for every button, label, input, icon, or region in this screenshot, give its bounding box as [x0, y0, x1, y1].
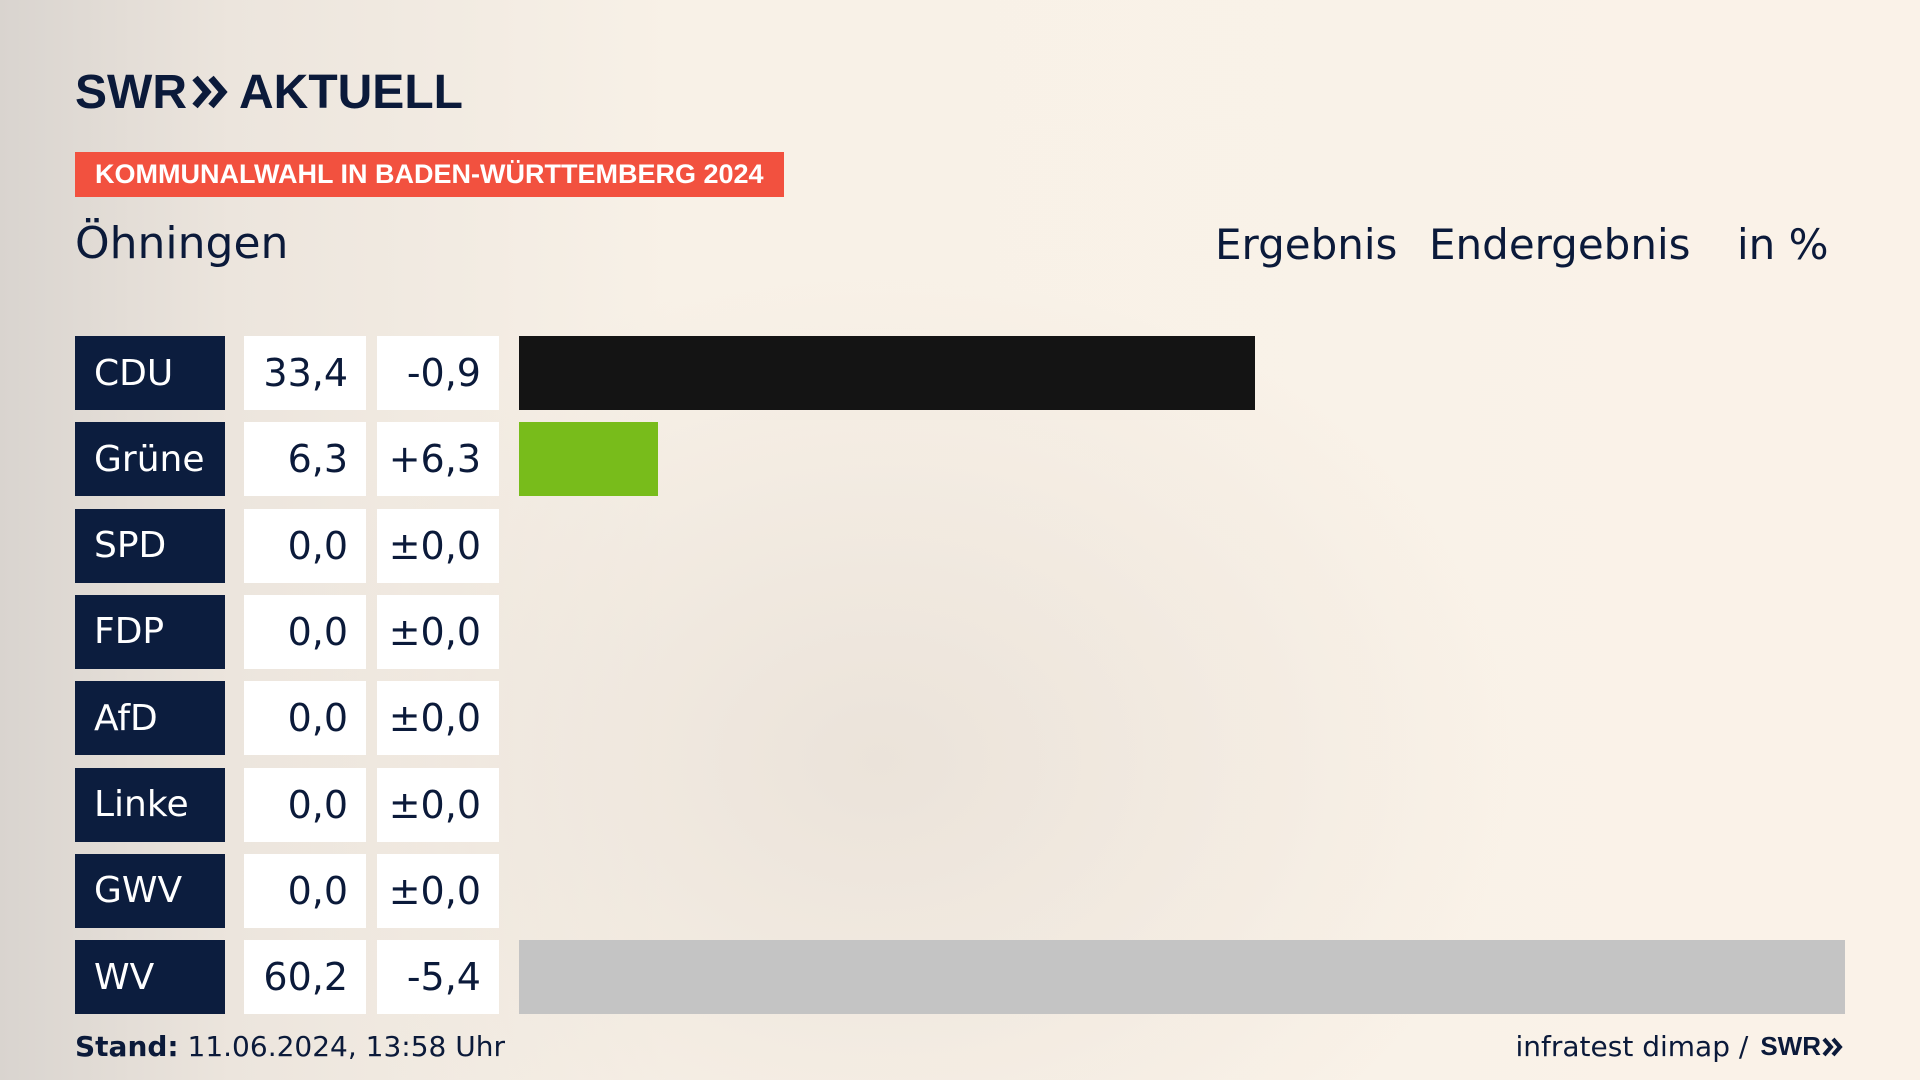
result-row: FDP 0,0 ±0,0 — [75, 594, 1845, 669]
logo-brand: SWR — [75, 65, 187, 119]
value-label: 60,2 — [244, 940, 366, 1015]
source-text: infratest dimap / — [1515, 1030, 1749, 1063]
party-label: WV — [75, 940, 225, 1015]
diff-label: -0,9 — [377, 336, 499, 410]
value-label: 0,0 — [244, 508, 366, 583]
party-label: Linke — [75, 767, 225, 842]
source-brand-logo: SWR — [1760, 1031, 1845, 1062]
stand-value: 11.06.2024, 13:58 Uhr — [187, 1030, 505, 1063]
place-title: Öhningen — [75, 218, 289, 269]
source-brand: SWR — [1760, 1031, 1821, 1061]
party-label: AfD — [75, 681, 225, 756]
value-label: 0,0 — [244, 594, 366, 669]
diff-label: ±0,0 — [377, 681, 499, 756]
result-row: WV 60,2 -5,4 — [75, 940, 1845, 1015]
diff-label: +6,3 — [377, 422, 499, 497]
party-label: Grüne — [75, 422, 225, 497]
diff-label: ±0,0 — [377, 853, 499, 928]
double-chevron-icon — [192, 75, 228, 109]
source-credit: infratest dimap / SWR — [1516, 1030, 1846, 1063]
value-label: 33,4 — [244, 336, 366, 410]
value-label: 0,0 — [244, 681, 366, 756]
diff-label: ±0,0 — [377, 594, 499, 669]
stand-label: Stand: — [75, 1030, 179, 1063]
diff-label: ±0,0 — [377, 508, 499, 583]
diff-label: -5,4 — [377, 940, 499, 1015]
column-header-unit: in % — [1737, 220, 1829, 269]
party-label: GWV — [75, 853, 225, 928]
diff-label: ±0,0 — [377, 767, 499, 842]
value-label: 0,0 — [244, 853, 366, 928]
result-row: Linke 0,0 ±0,0 — [75, 767, 1845, 842]
election-tag: KOMMUNALWAHL IN BADEN-WÜRTTEMBERG 2024 — [75, 152, 784, 197]
result-row: GWV 0,0 ±0,0 — [75, 853, 1845, 928]
result-row: Grüne 6,3 +6,3 — [75, 422, 1845, 497]
column-header-status: Endergebnis — [1429, 220, 1691, 269]
party-label: CDU — [75, 336, 225, 410]
swr-aktuell-logo: SWR AKTUELL — [75, 64, 463, 120]
party-label: SPD — [75, 508, 225, 583]
result-row: SPD 0,0 ±0,0 — [75, 508, 1845, 583]
party-label: FDP — [75, 594, 225, 669]
value-label: 6,3 — [244, 422, 366, 497]
timestamp: Stand: 11.06.2024, 13:58 Uhr — [75, 1030, 505, 1063]
double-chevron-icon — [1822, 1037, 1843, 1056]
logo-word: AKTUELL — [238, 65, 463, 119]
result-row: CDU 33,4 -0,9 — [75, 336, 1845, 410]
result-bar — [519, 940, 1845, 1015]
result-bar — [519, 336, 1255, 410]
result-row: AfD 0,0 ±0,0 — [75, 681, 1845, 756]
column-header-result: Ergebnis — [1215, 220, 1398, 269]
value-label: 0,0 — [244, 767, 366, 842]
result-bar — [519, 422, 658, 497]
